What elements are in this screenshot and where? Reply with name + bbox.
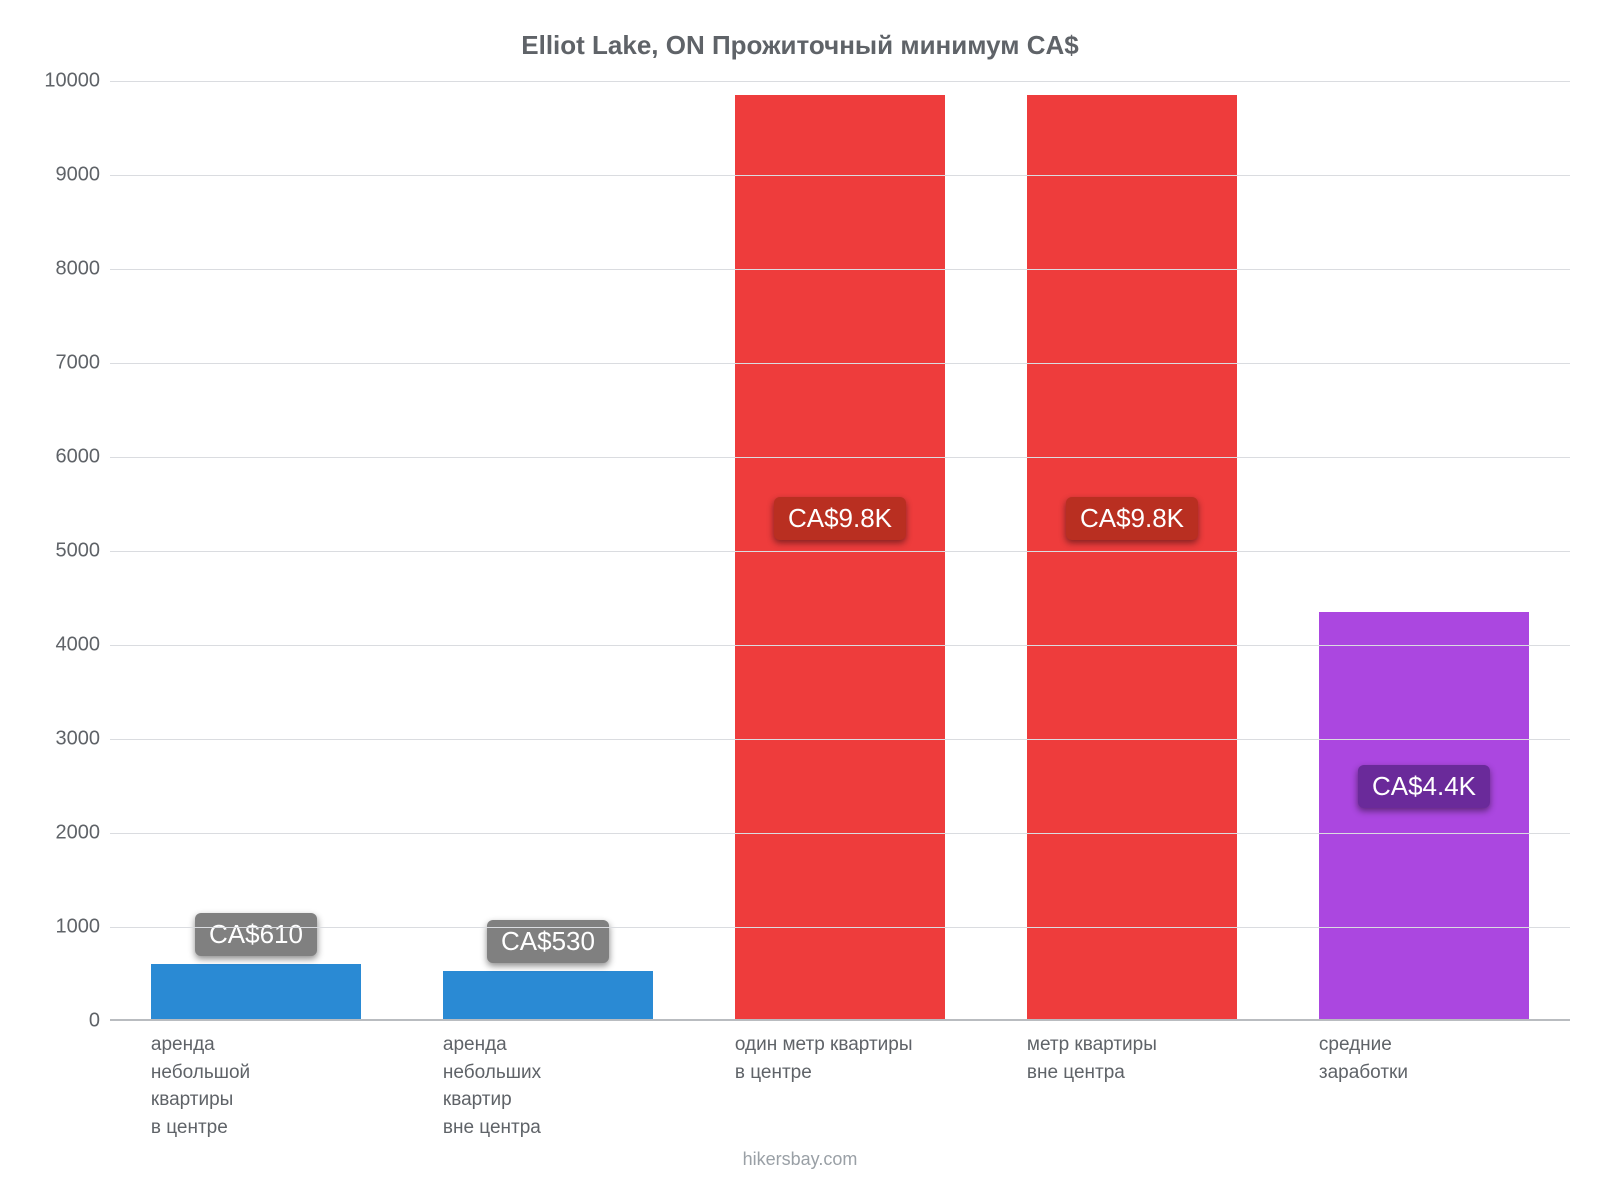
x-category-label: метр квартиры вне центра bbox=[1027, 1031, 1237, 1086]
bar: CA$530 bbox=[443, 971, 653, 1021]
y-tick-label: 8000 bbox=[56, 258, 101, 281]
x-category-label: аренда небольшой квартиры в центре bbox=[151, 1031, 361, 1141]
grid-line bbox=[110, 739, 1570, 740]
y-tick-label: 2000 bbox=[56, 822, 101, 845]
grid-line bbox=[110, 645, 1570, 646]
grid-line bbox=[110, 927, 1570, 928]
x-category-label: один метр квартиры в центре bbox=[735, 1031, 945, 1086]
bar-value-label: CA$610 bbox=[195, 913, 317, 956]
x-category-label: аренда небольших квартир вне центра bbox=[443, 1031, 653, 1141]
y-tick-label: 4000 bbox=[56, 634, 101, 657]
plot-area: CA$610CA$530CA$9.8KCA$9.8KCA$4.4K 010002… bbox=[110, 81, 1570, 1021]
grid-line bbox=[110, 269, 1570, 270]
grid-line bbox=[110, 551, 1570, 552]
chart-title: Elliot Lake, ON Прожиточный минимум CA$ bbox=[40, 30, 1560, 61]
grid-line bbox=[110, 457, 1570, 458]
chart-container: Elliot Lake, ON Прожиточный минимум CA$ … bbox=[0, 0, 1600, 1200]
y-tick-label: 10000 bbox=[44, 70, 100, 93]
bar: CA$610 bbox=[151, 964, 361, 1021]
x-category-label: средние заработки bbox=[1319, 1031, 1529, 1086]
grid-line bbox=[110, 81, 1570, 82]
y-tick-label: 7000 bbox=[56, 352, 101, 375]
bar-value-label: CA$9.8K bbox=[1066, 497, 1198, 540]
bar: CA$9.8K bbox=[735, 95, 945, 1021]
bar: CA$9.8K bbox=[1027, 95, 1237, 1021]
bar: CA$4.4K bbox=[1319, 612, 1529, 1021]
y-tick-label: 1000 bbox=[56, 916, 101, 939]
grid-line bbox=[110, 833, 1570, 834]
y-tick-label: 5000 bbox=[56, 540, 101, 563]
grid-line bbox=[110, 175, 1570, 176]
footer-credit: hikersbay.com bbox=[0, 1149, 1600, 1170]
y-tick-label: 6000 bbox=[56, 446, 101, 469]
y-tick-label: 3000 bbox=[56, 728, 101, 751]
y-tick-label: 9000 bbox=[56, 164, 101, 187]
y-tick-label: 0 bbox=[89, 1010, 100, 1033]
bar-value-label: CA$9.8K bbox=[774, 497, 906, 540]
bar-value-label: CA$4.4K bbox=[1358, 765, 1490, 808]
grid-line bbox=[110, 363, 1570, 364]
